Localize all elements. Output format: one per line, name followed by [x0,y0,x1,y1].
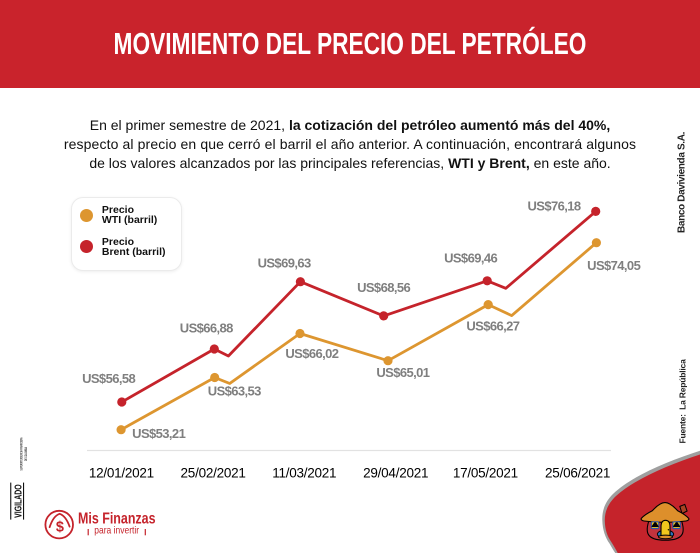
svg-text:US$66,27: US$66,27 [466,318,519,333]
svg-text:Mis Finanzas: Mis Finanzas [78,511,156,528]
svg-text:17/05/2021: 17/05/2021 [453,466,518,481]
svg-text:US$53,21: US$53,21 [132,426,185,441]
svg-text:US$69,46: US$69,46 [444,251,497,266]
svg-text:US$56,58: US$56,58 [82,371,135,386]
svg-text:DE COLOMBIA: DE COLOMBIA [24,447,28,461]
svg-text:$: $ [56,519,64,535]
svg-text:US$76,18: US$76,18 [527,199,580,214]
svg-text:SUPERINTENDENCIA FINANCIERA: SUPERINTENDENCIA FINANCIERA [20,437,24,470]
svg-text:VIGILADO: VIGILADO [12,484,24,517]
svg-text:US$63,53: US$63,53 [208,383,261,398]
svg-text:para invertir: para invertir [94,525,139,537]
svg-text:US$69,63: US$69,63 [258,255,311,270]
svg-text:US$68,56: US$68,56 [357,280,410,295]
svg-text:12/01/2021: 12/01/2021 [89,466,154,481]
svg-text:25/06/2021: 25/06/2021 [545,466,610,481]
svg-text:25/02/2021: 25/02/2021 [181,466,246,481]
svg-text:US$74,05: US$74,05 [587,258,640,273]
svg-text:11/03/2021: 11/03/2021 [272,466,336,481]
svg-text:US$66,88: US$66,88 [180,321,233,336]
svg-text:US$65,01: US$65,01 [376,365,429,380]
svg-text:US$66,02: US$66,02 [285,346,338,361]
svg-text:29/04/2021: 29/04/2021 [363,466,428,481]
